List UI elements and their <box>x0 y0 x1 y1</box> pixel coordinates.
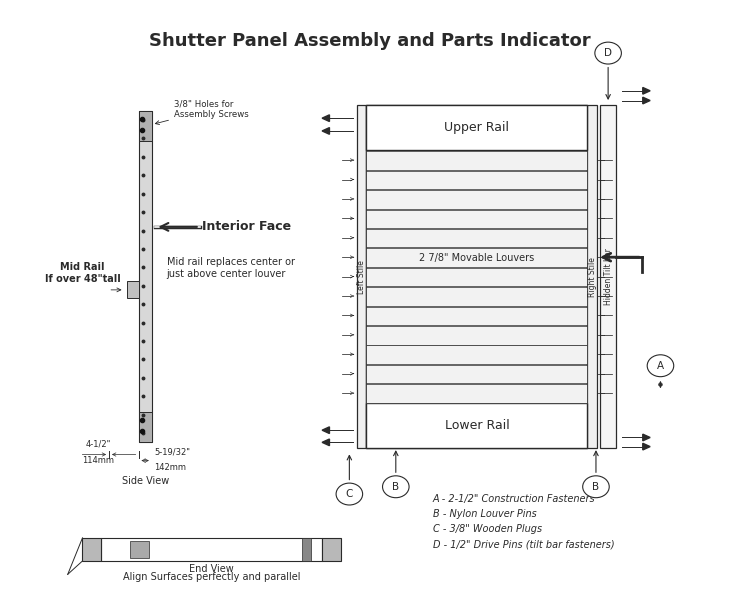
Text: D - 1/2" Drive Pins (tilt bar fasteners): D - 1/2" Drive Pins (tilt bar fasteners) <box>433 540 614 550</box>
Circle shape <box>582 476 609 498</box>
Bar <box>366 210 588 228</box>
Text: 4-1/2": 4-1/2" <box>85 439 111 448</box>
Polygon shape <box>643 97 650 104</box>
Text: Lower Rail: Lower Rail <box>445 419 509 432</box>
Circle shape <box>383 476 409 498</box>
Text: Mid rail replaces center or
just above center louver: Mid rail replaces center or just above c… <box>166 257 295 279</box>
Bar <box>366 105 588 448</box>
Text: Hidden Tilt bar: Hidden Tilt bar <box>604 248 613 305</box>
Bar <box>366 268 588 287</box>
Text: B - Nylon Louver Pins: B - Nylon Louver Pins <box>433 509 536 519</box>
Text: 142mm: 142mm <box>154 463 186 472</box>
Bar <box>357 105 366 448</box>
Bar <box>366 345 588 364</box>
Bar <box>302 538 311 561</box>
Bar <box>101 538 322 561</box>
Bar <box>588 105 597 448</box>
Bar <box>366 326 588 345</box>
Bar <box>366 403 588 448</box>
Circle shape <box>595 42 622 64</box>
Text: End View: End View <box>189 564 234 574</box>
Polygon shape <box>322 439 329 445</box>
Text: Upper Rail: Upper Rail <box>445 121 509 134</box>
Polygon shape <box>322 128 329 134</box>
Text: 114mm: 114mm <box>82 456 114 465</box>
Text: Shutter Panel Assembly and Parts Indicator: Shutter Panel Assembly and Parts Indicat… <box>149 32 591 50</box>
Text: Align Surfaces perfectly and parallel: Align Surfaces perfectly and parallel <box>123 572 300 582</box>
Text: B: B <box>593 481 599 492</box>
Text: A - 2-1/2" Construction Fasteners: A - 2-1/2" Construction Fasteners <box>433 494 595 504</box>
Bar <box>366 105 588 150</box>
Bar <box>366 384 588 403</box>
Bar <box>138 412 152 442</box>
Text: B: B <box>392 481 400 492</box>
Bar <box>366 190 588 208</box>
Text: C - 3/8" Wooden Plugs: C - 3/8" Wooden Plugs <box>433 524 542 535</box>
Bar <box>322 538 340 561</box>
Bar <box>130 541 149 558</box>
Text: Interior Face: Interior Face <box>202 221 291 233</box>
Bar <box>366 229 588 247</box>
Text: D: D <box>604 48 612 58</box>
Bar <box>366 365 588 383</box>
Text: Mid Rail
If over 48"tall: Mid Rail If over 48"tall <box>44 262 121 284</box>
Bar <box>138 111 152 141</box>
Text: Right Stile: Right Stile <box>588 257 596 296</box>
Bar <box>138 111 152 442</box>
Bar <box>82 538 101 561</box>
Text: Left Stile: Left Stile <box>357 260 366 293</box>
Text: 2 7/8" Movable Louvers: 2 7/8" Movable Louvers <box>420 253 534 263</box>
Text: Side View: Side View <box>121 476 169 486</box>
Bar <box>127 281 138 298</box>
Polygon shape <box>643 434 650 441</box>
Circle shape <box>336 483 363 505</box>
Bar <box>366 170 588 189</box>
Polygon shape <box>643 443 650 450</box>
Bar <box>366 307 588 325</box>
Text: C: C <box>346 489 353 499</box>
Bar <box>366 249 588 267</box>
Bar <box>366 152 588 170</box>
Polygon shape <box>643 87 650 94</box>
Text: 3/8" Holes for
Assembly Screws: 3/8" Holes for Assembly Screws <box>155 100 249 125</box>
Text: 5-19/32": 5-19/32" <box>154 448 190 457</box>
Polygon shape <box>322 427 329 434</box>
Text: A: A <box>657 360 664 371</box>
Polygon shape <box>322 115 329 122</box>
Circle shape <box>648 355 673 377</box>
Bar <box>600 105 616 448</box>
Bar <box>366 287 588 306</box>
